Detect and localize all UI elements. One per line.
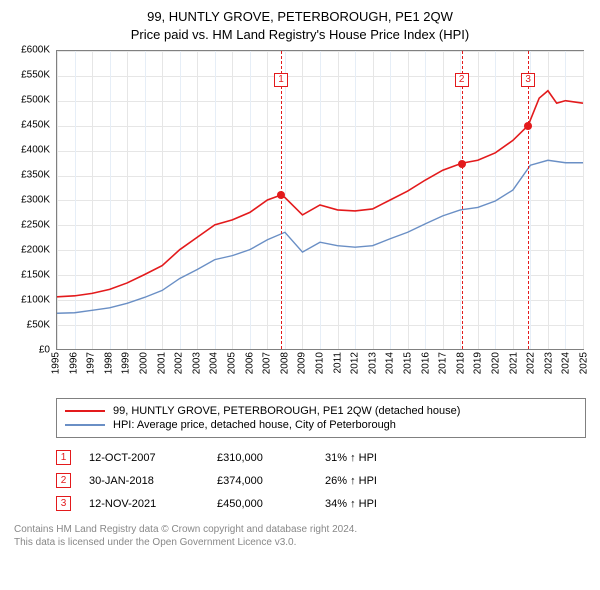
event-dot-1 <box>277 191 285 199</box>
event-pct-3: 34% ↑ HPI <box>325 498 377 510</box>
x-tick-label: 2006 <box>244 352 255 374</box>
x-tick-label: 2018 <box>455 352 466 374</box>
event-vline-2 <box>462 51 463 349</box>
footer-line-1: Contains HM Land Registry data © Crown c… <box>14 523 586 536</box>
x-tick-label: 2015 <box>403 352 414 374</box>
x-tick-label: 1998 <box>103 352 114 374</box>
event-pct-2: 26% ↑ HPI <box>325 475 377 487</box>
event-price-1: £310,000 <box>217 452 307 464</box>
legend: 99, HUNTLY GROVE, PETERBOROUGH, PE1 2QW … <box>56 398 586 438</box>
event-price-2: £374,000 <box>217 475 307 487</box>
x-tick-label: 2008 <box>279 352 290 374</box>
event-date-3: 12-NOV-2021 <box>89 498 199 510</box>
x-tick-label: 2012 <box>350 352 361 374</box>
y-tick-label: £50K <box>27 320 50 331</box>
event-marker-2: 2 <box>56 473 71 488</box>
event-vline-1 <box>281 51 282 349</box>
legend-swatch-2 <box>65 424 105 426</box>
y-tick-label: £100K <box>21 295 50 306</box>
x-tick-label: 2024 <box>561 352 572 374</box>
x-tick-label: 2001 <box>156 352 167 374</box>
legend-swatch-1 <box>65 410 105 412</box>
y-tick-label: £450K <box>21 120 50 131</box>
event-date-1: 12-OCT-2007 <box>89 452 199 464</box>
x-tick-label: 2009 <box>297 352 308 374</box>
event-table: 1 12-OCT-2007 £310,000 31% ↑ HPI 2 30-JA… <box>56 446 586 515</box>
x-tick-label: 2011 <box>332 352 343 374</box>
x-tick-label: 1996 <box>68 352 79 374</box>
plot-area: 1 2 3 <box>56 50 584 350</box>
event-row-1: 1 12-OCT-2007 £310,000 31% ↑ HPI <box>56 446 586 469</box>
event-marker-box-2: 2 <box>455 73 469 87</box>
event-dot-3 <box>524 122 532 130</box>
y-tick-label: £300K <box>21 195 50 206</box>
x-tick-label: 2010 <box>315 352 326 374</box>
event-vline-3 <box>528 51 529 349</box>
event-row-3: 3 12-NOV-2021 £450,000 34% ↑ HPI <box>56 492 586 515</box>
footer-line-2: This data is licensed under the Open Gov… <box>14 536 586 549</box>
series-line-hpi <box>57 161 583 314</box>
x-tick-label: 2025 <box>579 352 590 374</box>
title-line-1: 99, HUNTLY GROVE, PETERBOROUGH, PE1 2QW <box>10 8 590 26</box>
chart-area: £0 £50K £100K £150K £200K £250K £300K £350K £400… <box>10 50 590 390</box>
legend-label-1: 99, HUNTLY GROVE, PETERBOROUGH, PE1 2QW … <box>113 405 460 417</box>
footer-attribution: Contains HM Land Registry data © Crown c… <box>14 523 586 549</box>
x-tick-label: 2023 <box>543 352 554 374</box>
x-tick-label: 2004 <box>209 352 220 374</box>
y-tick-label: £600K <box>21 45 50 56</box>
legend-label-2: HPI: Average price, detached house, City… <box>113 419 396 431</box>
x-tick-label: 2007 <box>262 352 273 374</box>
event-date-2: 30-JAN-2018 <box>89 475 199 487</box>
y-tick-label: £400K <box>21 145 50 156</box>
title-line-2: Price paid vs. HM Land Registry's House … <box>10 26 590 44</box>
y-tick-label: £200K <box>21 245 50 256</box>
y-axis: £0£50K£100K£150K£200K£250K£300K£350K£400… <box>10 50 54 350</box>
x-tick-label: 1995 <box>51 352 62 374</box>
legend-row-series-1: 99, HUNTLY GROVE, PETERBOROUGH, PE1 2QW … <box>65 404 577 418</box>
y-tick-label: £150K <box>21 270 50 281</box>
event-pct-1: 31% ↑ HPI <box>325 452 377 464</box>
x-tick-label: 2003 <box>191 352 202 374</box>
x-tick-label: 2022 <box>526 352 537 374</box>
event-dot-2 <box>458 160 466 168</box>
x-tick-label: 2017 <box>438 352 449 374</box>
y-tick-label: £350K <box>21 170 50 181</box>
chart-title: 99, HUNTLY GROVE, PETERBOROUGH, PE1 2QW … <box>10 8 590 44</box>
x-tick-label: 1999 <box>121 352 132 374</box>
x-tick-label: 2013 <box>367 352 378 374</box>
x-tick-label: 2020 <box>491 352 502 374</box>
y-tick-label: £0 <box>39 345 50 356</box>
event-marker-box-3: 3 <box>521 73 535 87</box>
y-tick-label: £500K <box>21 95 50 106</box>
event-row-2: 2 30-JAN-2018 £374,000 26% ↑ HPI <box>56 469 586 492</box>
plot-svg <box>57 51 583 349</box>
x-tick-label: 2000 <box>139 352 150 374</box>
y-tick-label: £550K <box>21 70 50 81</box>
x-tick-label: 2019 <box>473 352 484 374</box>
event-marker-3: 3 <box>56 496 71 511</box>
series-line-price_paid <box>57 91 583 297</box>
event-price-3: £450,000 <box>217 498 307 510</box>
x-tick-label: 2005 <box>227 352 238 374</box>
x-tick-label: 2014 <box>385 352 396 374</box>
chart-container: 99, HUNTLY GROVE, PETERBOROUGH, PE1 2QW … <box>0 0 600 557</box>
x-axis: 1995199619971998199920002001200220032004… <box>56 350 584 390</box>
y-tick-label: £250K <box>21 220 50 231</box>
event-marker-1: 1 <box>56 450 71 465</box>
legend-row-series-2: HPI: Average price, detached house, City… <box>65 418 577 432</box>
x-tick-label: 2002 <box>174 352 185 374</box>
x-tick-label: 1997 <box>86 352 97 374</box>
event-marker-box-1: 1 <box>274 73 288 87</box>
x-tick-label: 2016 <box>420 352 431 374</box>
x-tick-label: 2021 <box>508 352 519 374</box>
